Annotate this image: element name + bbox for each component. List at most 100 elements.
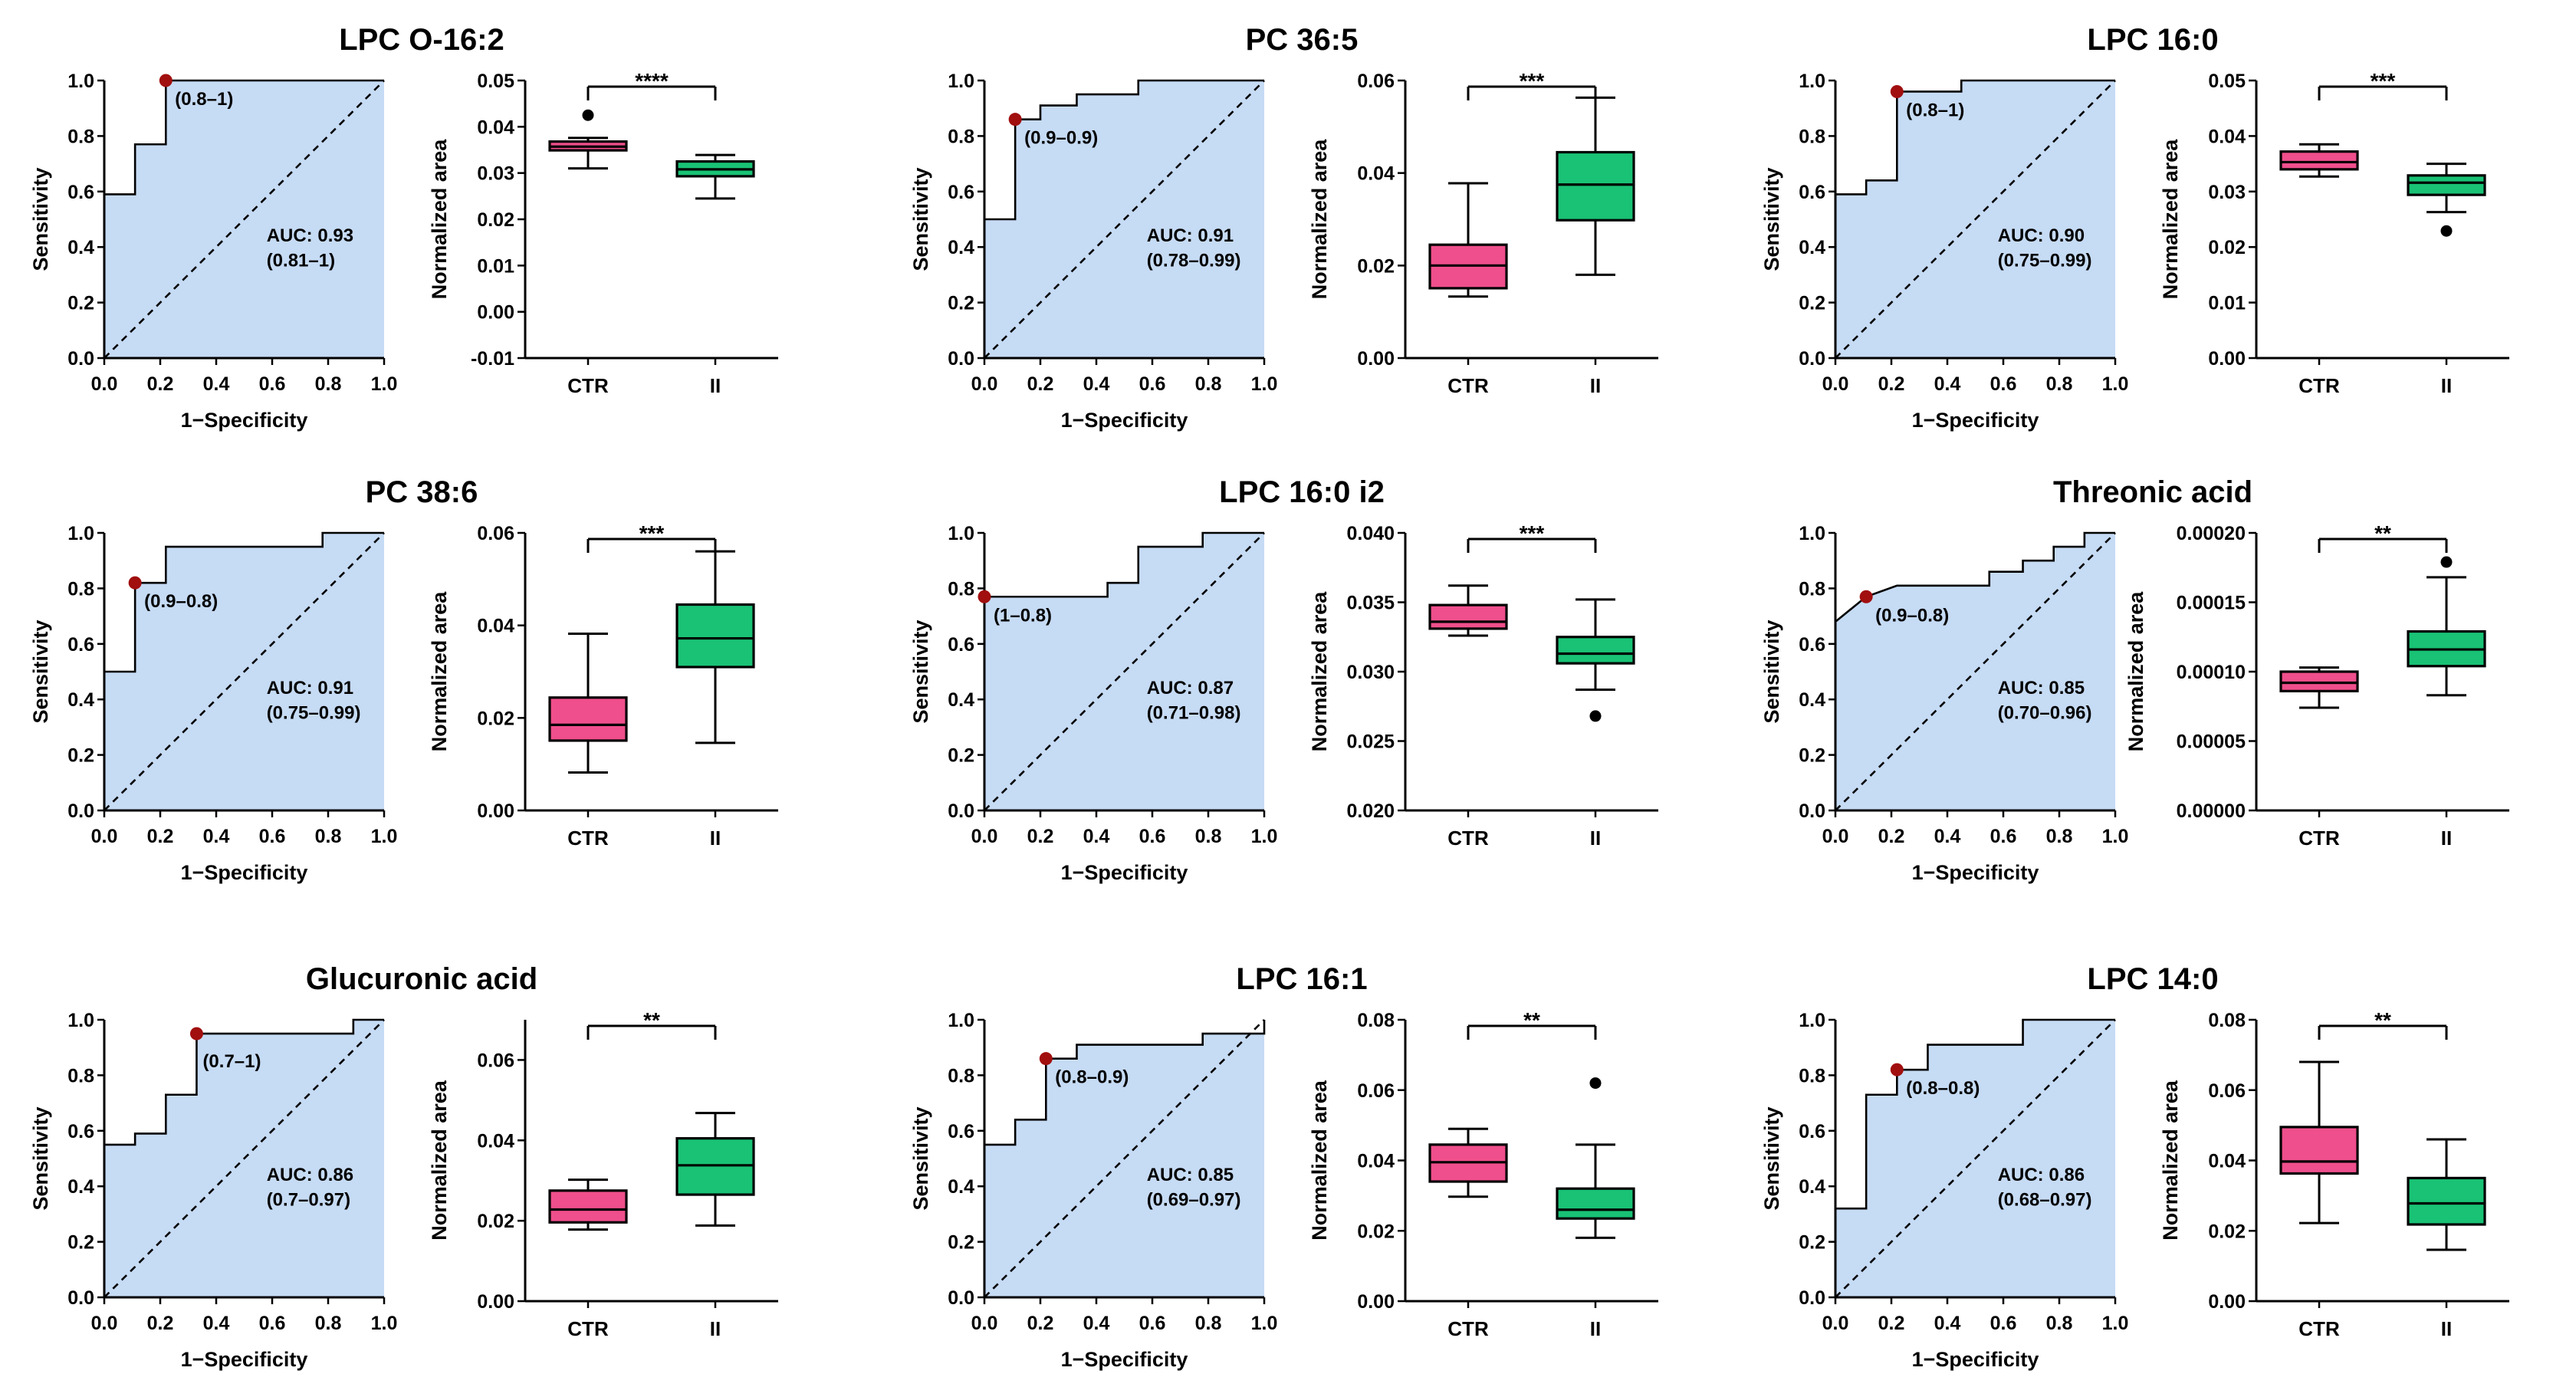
chart-title: PC 38:6: [365, 475, 478, 509]
box-y-tick-label: 0.06: [1357, 1080, 1395, 1102]
roc-x-tick-label: 0.2: [147, 373, 174, 395]
auc-label: AUC: 0.85: [1998, 678, 2085, 698]
roc-y-tick-label: 0.2: [67, 1232, 94, 1254]
roc-x-tick-label: 0.0: [971, 373, 998, 395]
box-y-tick-label: 0.00: [2208, 1291, 2246, 1313]
roc-y-axis-label: Sensitivity: [29, 1106, 52, 1210]
roc-y-tick-label: 0.8: [1799, 1065, 1825, 1086]
roc-y-tick-label: 0.4: [948, 1176, 974, 1198]
roc-y-tick-label: 0.2: [1799, 1232, 1825, 1254]
roc-x-tick-label: 0.6: [259, 1313, 286, 1334]
box-y-tick-label: 0.040: [1346, 523, 1395, 544]
box-category-label: CTR: [567, 1317, 609, 1340]
auc-label: AUC: 0.85: [1147, 1165, 1234, 1185]
cutoff-label: (0.9–0.8): [144, 591, 218, 612]
reference-diagonal: [1835, 1019, 2116, 1298]
box-iqr: [2279, 1126, 2359, 1175]
auc-ci-label: (0.68–0.97): [1998, 1190, 2092, 1211]
chart-title: LPC 16:0 i2: [1219, 475, 1385, 509]
reference-diagonal: [1835, 532, 2116, 811]
significance-stars: **: [643, 1008, 660, 1032]
roc-x-tick-label: 1.0: [2102, 373, 2129, 395]
box-category-label: II: [1590, 1317, 1601, 1340]
roc-y-tick-label: 0.8: [67, 578, 94, 600]
box-category-label: II: [2441, 827, 2452, 850]
reference-diagonal: [104, 532, 385, 811]
box-iqr: [548, 1189, 628, 1224]
box-iqr: [548, 696, 628, 742]
box-category-label: CTR: [1447, 827, 1489, 850]
box-y-tick-label: 0.02: [2208, 1221, 2246, 1242]
roc-curve: [1835, 1018, 2115, 1210]
roc-x-tick-label: 0.0: [91, 373, 118, 395]
roc-x-tick-label: 0.8: [2046, 1313, 2073, 1334]
chart-panel: LPC 14:0 0.0 0.0 0.2 0.2 0.4 0.4 0.6 0.6 0.8 0.8 1.…: [1731, 939, 2574, 1392]
roc-x-tick-label: 0.6: [259, 826, 286, 847]
chart-title: Threonic acid: [2052, 475, 2253, 509]
roc-x-tick-label: 0.8: [1195, 826, 1222, 847]
roc-x-tick-label: 0.4: [203, 826, 230, 847]
box-category-label: II: [710, 1317, 721, 1340]
box-y-axis-label: Normalized area: [1308, 139, 1331, 300]
roc-y-tick-label: 1.0: [1799, 1010, 1825, 1031]
chart-svg: 0.0 0.0 0.2 0.2 0.4 0.4 0.6 0.6 0.8 0.8 1.0 1.0 1−Sp…: [909, 1008, 1658, 1371]
outlier-point: [1589, 1077, 1602, 1090]
box-y-axis-label: Normalized area: [2159, 139, 2182, 300]
box-iqr: [1556, 150, 1635, 222]
roc-y-tick-label: 0.2: [67, 745, 94, 767]
roc-y-tick-label: 0.2: [948, 293, 974, 314]
chart-svg: 0.0 0.0 0.2 0.2 0.4 0.4 0.6 0.6 0.8 0.8 1.0 1.0 1−Sp…: [1760, 69, 2509, 432]
reference-diagonal: [984, 1019, 1265, 1298]
roc-y-tick-label: 0.6: [67, 634, 94, 656]
chart-panel: Threonic acid 0.0 0.0 0.2 0.2 0.4 0.4 0.6 0.6 0.8…: [1731, 452, 2574, 905]
reference-diagonal: [1835, 80, 2116, 359]
box-category-label: CTR: [567, 374, 609, 397]
box-category-label: II: [710, 827, 721, 850]
box-y-tick-label: 0.06: [2208, 1080, 2246, 1102]
box-y-tick-label: 0.00010: [2177, 662, 2246, 683]
cutoff-label: (0.8–1): [1906, 100, 1964, 120]
box-y-tick-label: 0.04: [1357, 163, 1395, 185]
roc-y-tick-label: 1.0: [1799, 523, 1825, 544]
box-y-tick-label: 0.00: [1357, 1291, 1395, 1313]
roc-y-axis-label: Sensitivity: [1760, 1106, 1783, 1210]
roc-y-tick-label: 0.4: [1799, 237, 1825, 258]
reference-diagonal: [104, 1019, 385, 1298]
roc-x-tick-label: 0.2: [1027, 373, 1054, 395]
roc-y-tick-label: 1.0: [1799, 71, 1825, 92]
roc-y-tick-label: 0.8: [67, 1065, 94, 1086]
roc-y-tick-label: 0.2: [948, 745, 974, 767]
box-category-label: II: [1590, 827, 1601, 850]
box-iqr: [1428, 603, 1508, 630]
roc-y-tick-label: 0.0: [1799, 800, 1825, 822]
roc-x-tick-label: 0.2: [147, 1313, 174, 1334]
auc-ci-label: (0.78–0.99): [1147, 251, 1241, 271]
box-category-label: CTR: [567, 827, 609, 850]
significance-stars: **: [2374, 1008, 2391, 1032]
roc-x-tick-label: 0.6: [1990, 373, 2017, 395]
roc-y-tick-label: 0.6: [948, 634, 974, 656]
roc-y-tick-label: 0.6: [948, 1121, 974, 1142]
auc-label: AUC: 0.86: [267, 1165, 353, 1185]
cutoff-point: [189, 1027, 203, 1040]
roc-y-tick-label: 0.6: [1799, 634, 1825, 656]
box-y-tick-label: 0.05: [2208, 71, 2246, 92]
roc-x-tick-label: 0.0: [971, 1313, 998, 1334]
roc-y-tick-label: 0.2: [67, 293, 94, 314]
auc-label: AUC: 0.91: [267, 678, 353, 698]
roc-y-axis-label: Sensitivity: [1760, 620, 1783, 723]
box-y-tick-label: 0.025: [1346, 731, 1395, 753]
outlier-point: [2440, 225, 2453, 237]
roc-y-tick-label: 1.0: [67, 71, 94, 92]
roc-x-tick-label: 0.4: [1934, 1313, 1961, 1334]
roc-y-axis-label: Sensitivity: [29, 167, 52, 271]
roc-x-tick-label: 0.8: [1195, 1313, 1222, 1334]
auc-label: AUC: 0.93: [267, 225, 353, 246]
roc-y-tick-label: 0.4: [1799, 689, 1825, 711]
chart-panel: LPC 16:0 i2 0.0 0.0 0.2 0.2 0.4 0.4 0.6 0.6 0.8 0.…: [880, 452, 1723, 905]
roc-y-tick-label: 0.8: [1799, 578, 1825, 600]
auc-ci-label: (0.70–0.96): [1998, 703, 2092, 724]
reference-diagonal: [984, 80, 1265, 359]
box-y-tick-label: 0.06: [1357, 71, 1395, 92]
roc-y-tick-label: 0.0: [1799, 348, 1825, 370]
